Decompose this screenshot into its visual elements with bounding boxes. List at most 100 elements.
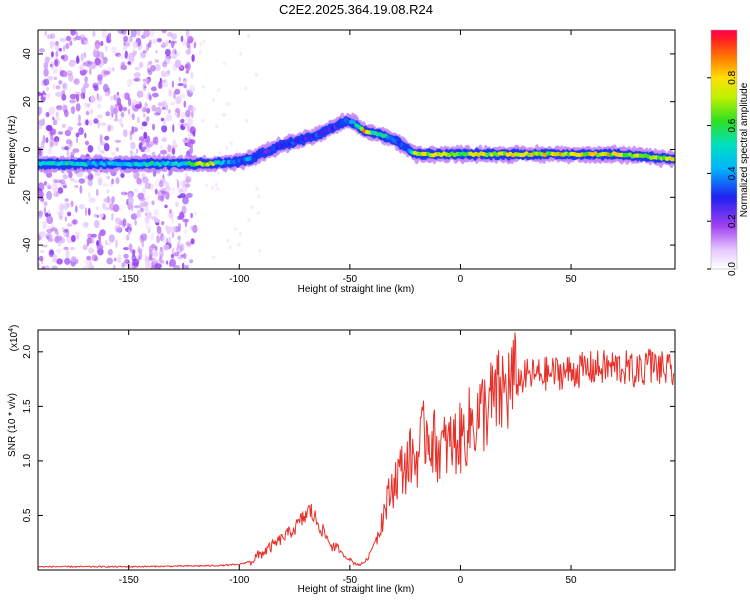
noise-cell [43, 206, 47, 215]
noise-cell [62, 185, 67, 189]
noise-cell [160, 187, 167, 194]
noise-cell [96, 94, 103, 103]
noise-cell [123, 129, 128, 138]
noise-cell [128, 243, 133, 251]
noise-cell [90, 233, 97, 238]
noise-cell [82, 221, 89, 229]
noise-cell [97, 114, 103, 119]
noise-cell [96, 188, 99, 197]
snr-ticks: -150 -100 -50 0 50 0.5 1.0 1.5 2.0 [22, 330, 675, 586]
noise-cell [49, 40, 56, 47]
colorbar: 0.0 0.2 0.4 0.6 0.8 Normalized spectral ampl… [707, 29, 750, 276]
noise-cell [143, 141, 148, 148]
noise-cell [186, 40, 191, 49]
noise-cell [144, 182, 151, 189]
noise-cell [139, 234, 144, 243]
noise-cell [171, 248, 175, 253]
noise-cell [186, 242, 192, 248]
noise-cell [94, 40, 101, 49]
colorbar-ticks: 0.0 0.2 0.4 0.6 0.8 [707, 70, 738, 276]
noise-cell [166, 70, 170, 75]
noise-cell [132, 249, 136, 257]
noise-cell [123, 247, 129, 251]
noise-cell [52, 83, 56, 90]
noise-cell [86, 255, 92, 261]
noise-cell [193, 41, 197, 49]
noise-cell [123, 253, 129, 259]
noise-cell [169, 208, 172, 214]
ridge-core-cell [672, 157, 675, 162]
spectrogram-heatmap [38, 30, 675, 269]
noise-cell [141, 146, 147, 150]
noise-cell [187, 192, 193, 199]
noise-cell [198, 50, 202, 55]
noise-cell [92, 30, 96, 38]
noise-cell [106, 189, 110, 194]
noise-cell [39, 250, 45, 253]
noise-cell [50, 61, 55, 70]
noise-cell [118, 253, 121, 261]
noise-cell [130, 30, 137, 38]
noise-cell [106, 257, 113, 265]
noise-cell [88, 119, 93, 127]
noise-cell [68, 171, 73, 179]
noise-cell [38, 210, 43, 217]
noise-cell [167, 173, 171, 177]
ridge-core-cell [335, 123, 341, 128]
noise-cell [143, 131, 148, 140]
snr-xtick-label: 50 [565, 575, 577, 586]
noise-cell [75, 231, 80, 240]
noise-cell [164, 181, 170, 187]
noise-cell [66, 149, 70, 158]
noise-cell [173, 252, 180, 257]
noise-cell [60, 55, 65, 60]
noise-cell [96, 103, 102, 109]
noise-cell [62, 83, 67, 89]
noise-cell [58, 47, 62, 52]
noise-cell [88, 263, 94, 269]
noise-cell [185, 30, 190, 38]
colorbar-tick-label: 0.4 [727, 166, 738, 180]
noise-cell [145, 261, 151, 269]
noise-cell [156, 235, 161, 244]
noise-cell [117, 30, 125, 34]
noise-cell [47, 76, 54, 81]
noise-cell [89, 257, 92, 266]
noise-cell [39, 191, 45, 198]
noise-cell [115, 239, 118, 249]
noise-cell [59, 210, 64, 217]
noise-cell [157, 81, 164, 89]
noise-cell [169, 258, 177, 267]
noise-cell [65, 43, 70, 50]
noise-cell [82, 62, 88, 67]
noise-cell [70, 30, 76, 36]
snr-ytick-label: 0.5 [22, 508, 33, 522]
noise-cell [115, 177, 120, 185]
noise-cell [69, 99, 76, 104]
noise-cell [110, 96, 114, 101]
noise-cell [115, 217, 121, 225]
noise-cell [153, 112, 161, 116]
noise-cell [218, 151, 222, 156]
noise-cell [116, 97, 122, 106]
noise-cell [51, 265, 58, 269]
noise-cell [41, 200, 48, 205]
noise-cell [54, 44, 60, 51]
noise-cell [64, 146, 69, 151]
snr-xtick-label: -100 [229, 575, 249, 586]
noise-cell [138, 142, 143, 151]
noise-cell [168, 87, 173, 94]
noise-cell [66, 70, 73, 76]
noise-cell [133, 188, 139, 193]
noise-cell [182, 218, 189, 223]
colorbar-tick-label: 0.2 [727, 214, 738, 228]
noise-cell [161, 235, 168, 244]
noise-cell [142, 78, 146, 83]
noise-cell [239, 51, 243, 56]
noise-cell [92, 49, 98, 58]
noise-cell [61, 182, 67, 187]
noise-cell [127, 196, 134, 206]
noise-cell [69, 246, 76, 251]
noise-cell [164, 48, 171, 57]
noise-cell [83, 82, 90, 89]
